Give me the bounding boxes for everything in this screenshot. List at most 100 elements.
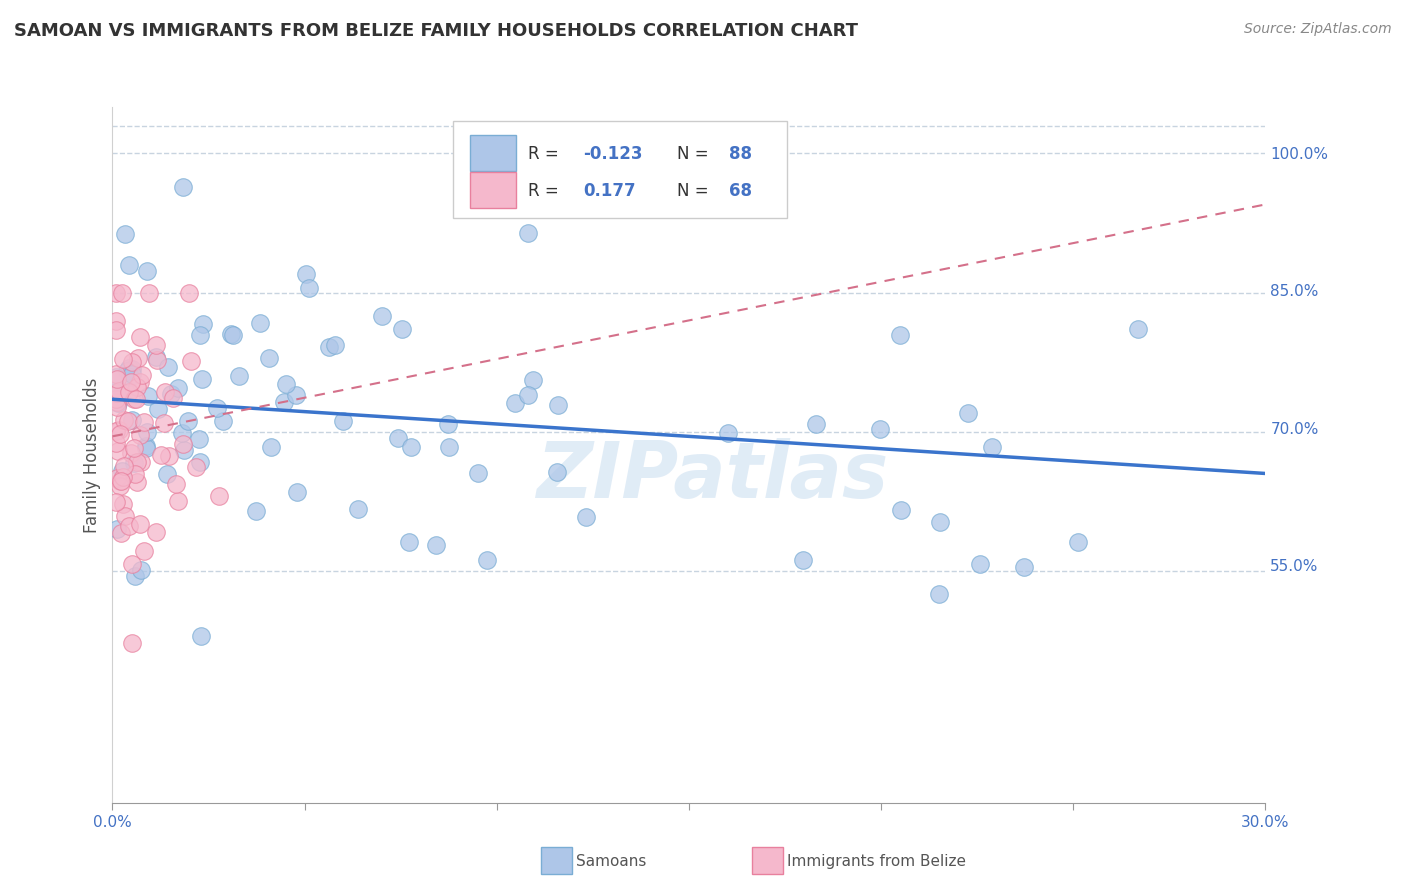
Point <box>180 358 202 372</box>
Point <box>447 435 470 450</box>
Point <box>236 410 259 425</box>
Point <box>231 178 253 193</box>
Point <box>200 283 222 297</box>
Bar <box>752 847 783 874</box>
Text: 88: 88 <box>759 145 782 162</box>
Point <box>195 436 218 450</box>
Point <box>180 381 202 395</box>
Point <box>973 401 995 416</box>
Point <box>184 450 207 465</box>
Point <box>396 496 419 510</box>
Text: N =: N = <box>710 180 741 198</box>
Point <box>169 388 191 402</box>
Point <box>304 313 326 327</box>
Point <box>170 388 193 402</box>
Text: 0.177: 0.177 <box>620 180 673 198</box>
Point <box>368 336 391 351</box>
Point <box>984 550 1007 565</box>
Point <box>183 551 205 566</box>
Point <box>169 367 191 381</box>
Point <box>231 421 253 435</box>
Point <box>186 437 208 451</box>
Point <box>284 365 307 379</box>
Point <box>226 489 249 503</box>
Point <box>183 359 205 373</box>
Point <box>946 509 969 524</box>
Point <box>519 547 541 561</box>
Point <box>194 539 217 553</box>
Point <box>557 224 579 238</box>
Point <box>169 467 191 481</box>
Point <box>1133 318 1156 333</box>
Point <box>173 283 195 297</box>
Point <box>174 349 197 363</box>
Point <box>183 372 205 386</box>
Point <box>169 516 191 530</box>
Y-axis label: Family Households: Family Households <box>83 373 101 528</box>
Point <box>170 439 193 453</box>
Point <box>219 384 242 398</box>
Point <box>995 435 1018 450</box>
Point <box>910 498 932 512</box>
Point <box>315 435 337 450</box>
Point <box>250 315 273 329</box>
Text: R =: R = <box>568 180 599 198</box>
Point <box>225 472 247 486</box>
Point <box>179 360 201 375</box>
Point <box>347 265 370 279</box>
Point <box>169 396 191 410</box>
Point <box>176 225 198 239</box>
Point <box>174 458 197 473</box>
Text: Source: ZipAtlas.com: Source: ZipAtlas.com <box>1244 22 1392 37</box>
Point <box>169 311 191 326</box>
Point <box>169 381 191 395</box>
Point <box>191 450 214 465</box>
Point <box>195 434 218 449</box>
Point <box>172 475 194 489</box>
Point <box>191 327 214 342</box>
Text: ZIPatlas: ZIPatlas <box>567 433 918 509</box>
Point <box>169 490 191 504</box>
Bar <box>541 847 572 874</box>
Point <box>191 558 214 572</box>
Text: R =: R = <box>568 145 599 162</box>
Point <box>205 346 228 360</box>
Point <box>247 325 270 339</box>
Point <box>180 513 202 527</box>
Point <box>181 367 204 381</box>
Point <box>183 409 205 423</box>
Point <box>419 306 441 320</box>
Point <box>186 563 208 577</box>
Point <box>183 363 205 377</box>
Point <box>544 392 567 407</box>
Point <box>170 392 193 406</box>
Point <box>207 335 229 350</box>
Point <box>169 283 191 297</box>
Point <box>612 505 634 519</box>
Point <box>187 470 209 484</box>
Point <box>193 365 215 379</box>
FancyBboxPatch shape <box>498 120 813 217</box>
Point <box>226 377 249 392</box>
Point <box>382 409 405 424</box>
Point <box>187 388 209 402</box>
Point <box>246 428 269 442</box>
Point <box>169 420 191 434</box>
Point <box>585 460 607 475</box>
Text: Samoans: Samoans <box>576 855 647 869</box>
Point <box>314 347 336 361</box>
Point <box>207 398 229 412</box>
Point <box>205 520 228 534</box>
Point <box>222 387 245 401</box>
FancyBboxPatch shape <box>513 135 557 170</box>
Point <box>339 480 361 494</box>
Point <box>184 388 207 402</box>
Point <box>174 465 197 479</box>
Point <box>232 433 254 447</box>
Point <box>197 262 219 277</box>
Point <box>194 410 217 425</box>
Point <box>188 347 211 361</box>
Point <box>471 533 494 547</box>
Point <box>217 357 239 371</box>
Point <box>177 503 200 517</box>
